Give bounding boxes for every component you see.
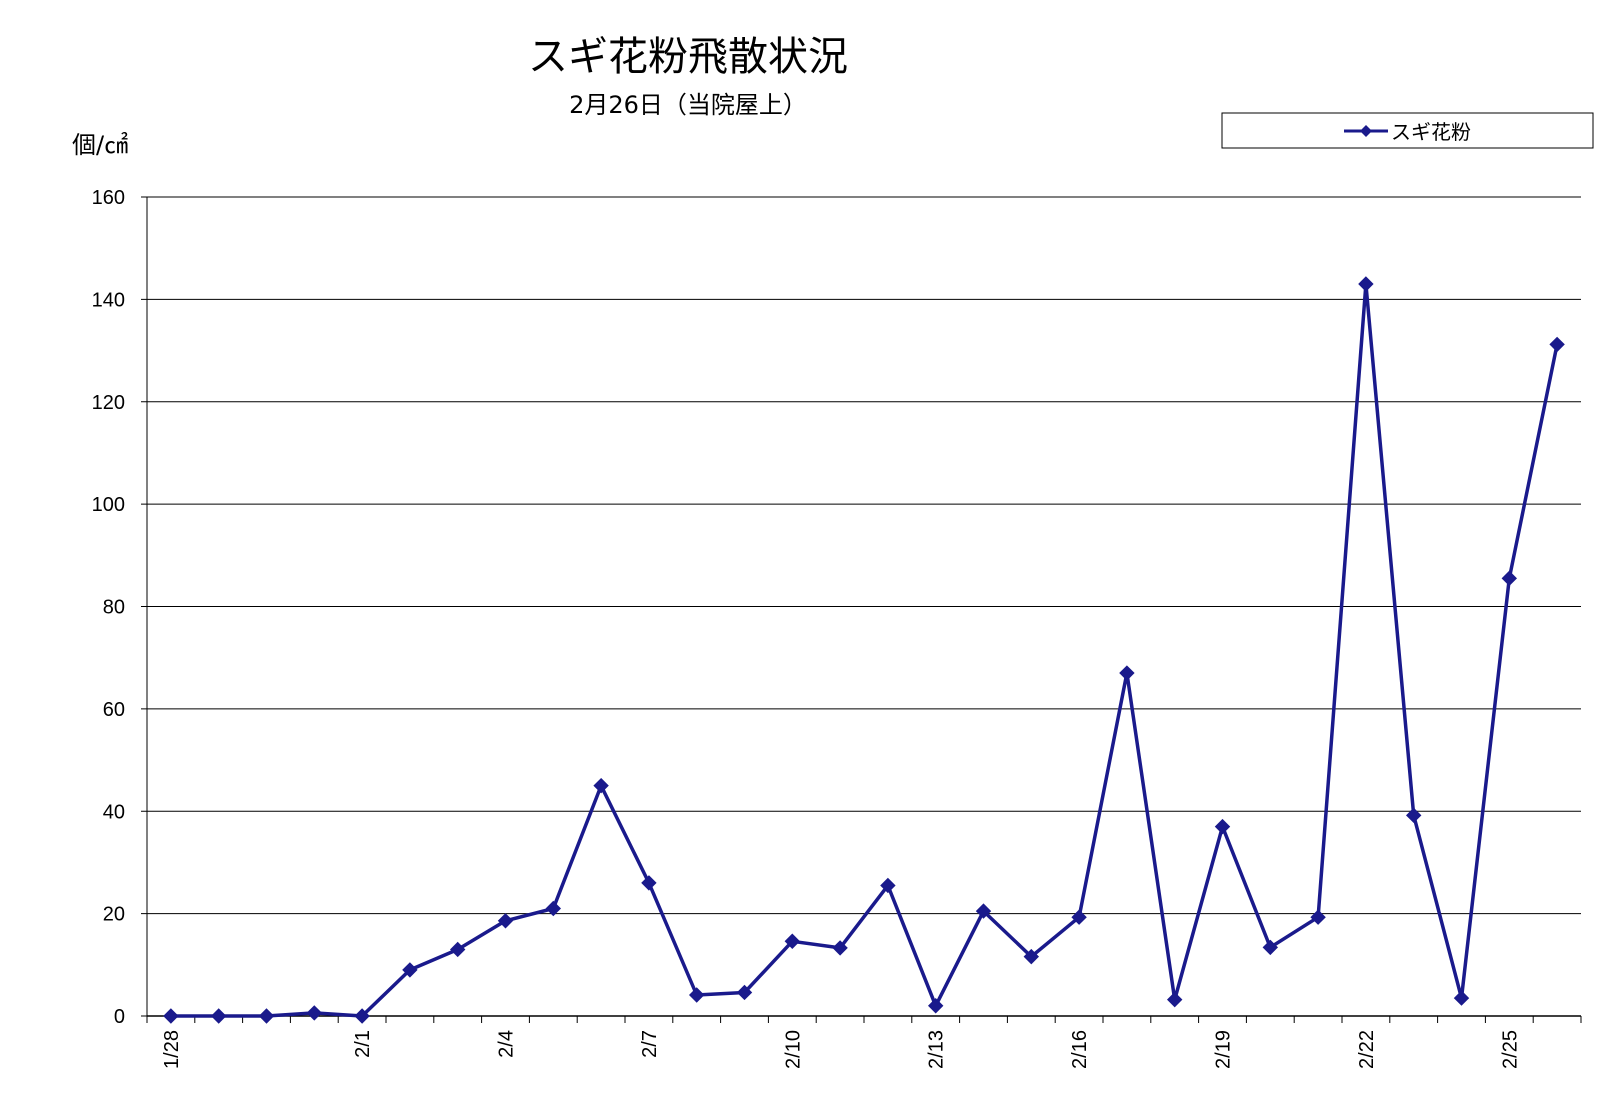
series-layer xyxy=(163,276,1565,1024)
data-point-2-24 xyxy=(1453,990,1470,1006)
y-tick-label-20: 20 xyxy=(103,904,125,926)
data-point-1-28 xyxy=(163,1008,179,1024)
x-tick-label-2-4: 2/4 xyxy=(496,1030,518,1058)
data-point-2-25 xyxy=(1501,570,1518,587)
data-point-2-23 xyxy=(1405,807,1422,824)
y-tick-label-0: 0 xyxy=(114,1006,125,1028)
chart-title: スギ花粉飛散状況 xyxy=(528,34,848,80)
data-point-2-3 xyxy=(449,941,466,958)
y-tick-label-80: 80 xyxy=(103,597,125,619)
data-point-2-9 xyxy=(736,984,753,1001)
data-point-2-2 xyxy=(402,962,418,978)
y-tick-label-100: 100 xyxy=(92,494,125,516)
data-point-2-1 xyxy=(354,1008,370,1024)
data-point-2-6 xyxy=(593,777,609,794)
x-tick-label-2-16: 2/16 xyxy=(1069,1030,1091,1069)
data-point-1-30 xyxy=(258,1008,275,1024)
grid-lines xyxy=(147,196,1581,1017)
data-point-2-18 xyxy=(1166,991,1183,1008)
data-point-2-7 xyxy=(641,875,657,891)
x-tick-label-2-1: 2/1 xyxy=(352,1030,374,1058)
x-axis-ticks: 1/28 2/1 2/4 2/7 2/10 2/13 2/16 2/19 2/22 2/25 xyxy=(146,1016,1582,1069)
y-tick-label-160: 160 xyxy=(92,187,125,209)
y-tick-label-120: 120 xyxy=(92,392,125,414)
data-point-2-10 xyxy=(784,933,801,949)
x-tick-label-2-13: 2/13 xyxy=(926,1030,948,1069)
y-tick-label-60: 60 xyxy=(103,699,125,721)
data-point-2-16 xyxy=(1071,909,1087,925)
legend-marker-swatch xyxy=(1360,125,1372,137)
data-point-2-8 xyxy=(688,987,705,1003)
data-point-2-26 xyxy=(1549,336,1565,353)
y-tick-label-40: 40 xyxy=(103,801,125,823)
x-tick-label-2-19: 2/19 xyxy=(1213,1030,1235,1069)
y-tick-label-140: 140 xyxy=(92,289,125,311)
data-point-2-22 xyxy=(1358,276,1374,292)
data-point-2-12 xyxy=(880,877,896,894)
x-tick-label-1-28: 1/28 xyxy=(161,1030,183,1069)
data-point-2-11 xyxy=(832,940,848,956)
data-point-2-4 xyxy=(497,913,514,929)
x-tick-label-2-22: 2/22 xyxy=(1356,1030,1378,1069)
y-axis-unit-label: 個/㎠ xyxy=(72,131,128,159)
data-point-2-19 xyxy=(1214,818,1231,835)
legend: スギ花粉 xyxy=(1221,112,1594,149)
data-point-1-29 xyxy=(210,1008,227,1024)
data-point-2-20 xyxy=(1262,939,1279,956)
data-point-2-21 xyxy=(1310,909,1326,925)
data-point-2-14 xyxy=(975,903,992,919)
data-point-2-15 xyxy=(1023,948,1040,965)
x-tick-label-2-25: 2/25 xyxy=(1499,1030,1521,1069)
y-axis-ticks: 0 20 40 60 80 100 120 140 160 xyxy=(92,187,147,1028)
data-point-1-31 xyxy=(306,1005,323,1021)
legend-box xyxy=(1221,112,1594,149)
data-point-2-13 xyxy=(927,998,944,1014)
x-tick-label-2-10: 2/10 xyxy=(782,1030,804,1069)
series-line-sugi-kafun xyxy=(170,282,1559,1018)
chart-subtitle: 2月26日（当院屋上） xyxy=(569,91,807,119)
data-point-2-17 xyxy=(1119,665,1135,681)
legend-series-name: スギ花粉 xyxy=(1391,120,1471,144)
data-point-2-5 xyxy=(545,900,562,917)
x-tick-label-2-7: 2/7 xyxy=(639,1030,661,1058)
